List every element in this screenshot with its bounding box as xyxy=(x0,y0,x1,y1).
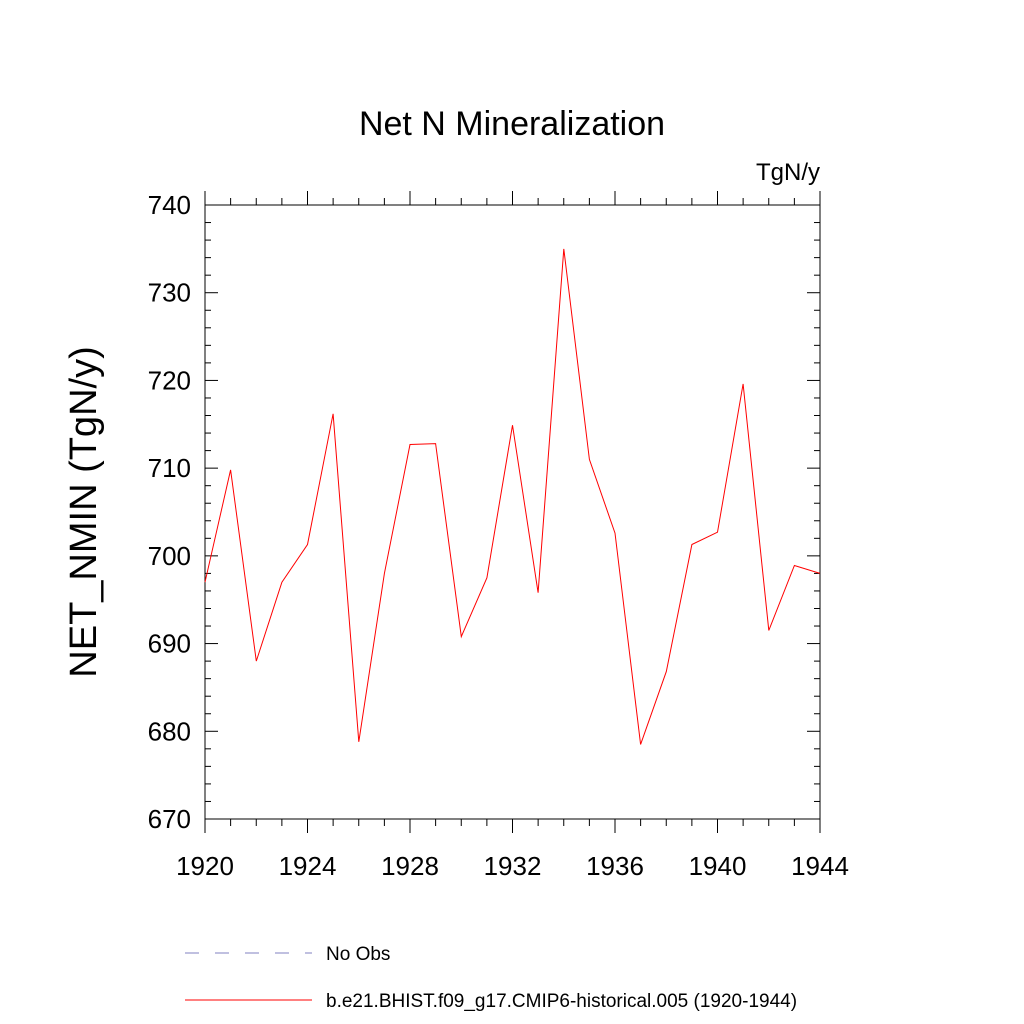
y-tick-label: 740 xyxy=(148,190,191,220)
plot-frame xyxy=(204,204,821,820)
chart-title: Net N Mineralization xyxy=(359,105,665,143)
y-tick-label: 700 xyxy=(148,541,191,571)
x-tick-label: 1932 xyxy=(484,851,542,881)
series-line-1 xyxy=(204,248,821,745)
x-tick-label: 1928 xyxy=(381,851,439,881)
x-tick-label: 1944 xyxy=(791,851,849,881)
unit-label: TgN/y xyxy=(756,159,820,186)
y-tick-label: 710 xyxy=(148,453,191,483)
legend-label: b.e21.BHIST.f09_g17.CMIP6-historical.005… xyxy=(326,991,797,1012)
y-tick-label: 680 xyxy=(148,716,191,746)
y-tick-label: 720 xyxy=(148,365,191,395)
x-tick-label: 1936 xyxy=(586,851,644,881)
x-tick-label: 1940 xyxy=(689,851,747,881)
x-tick-label: 1924 xyxy=(279,851,337,881)
legend-label: No Obs xyxy=(326,944,390,965)
y-tick-label: 730 xyxy=(148,278,191,308)
y-tick-label: 670 xyxy=(148,804,191,834)
y-tick-label: 690 xyxy=(148,629,191,659)
x-tick-label: 1920 xyxy=(176,851,234,881)
y-axis-label: NET_NMIN (TgN/y) xyxy=(63,346,105,677)
